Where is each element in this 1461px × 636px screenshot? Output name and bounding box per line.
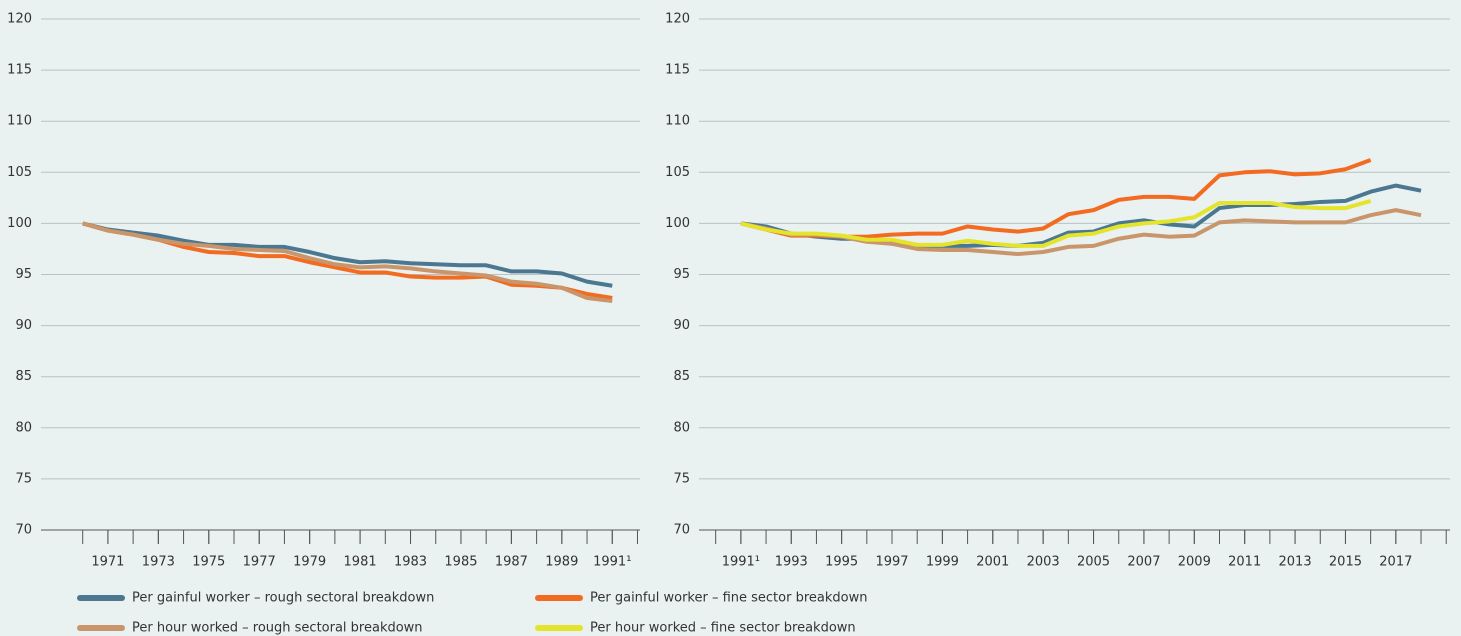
legend-label: Per hour worked – fine sector breakdown <box>590 621 856 636</box>
x-tick-label: 1991¹ <box>722 555 760 570</box>
x-tick-label: 2005 <box>1077 555 1110 570</box>
x-tick-label: 1981 <box>344 555 377 570</box>
y-tick-label: 110 <box>7 114 32 129</box>
y-tick-label: 80 <box>15 420 32 435</box>
series-line <box>740 158 1372 239</box>
y-tick-label: 120 <box>7 12 32 27</box>
y-tick-label: 95 <box>673 267 690 282</box>
series-line <box>740 198 1372 248</box>
y-tick-label: 90 <box>673 318 690 333</box>
x-tick-label: 1993 <box>775 555 808 570</box>
x-tick-label: 1985 <box>444 555 477 570</box>
y-tick-label: 115 <box>7 63 32 78</box>
x-tick-label: 1999 <box>926 555 959 570</box>
y-tick-label: 105 <box>665 165 690 180</box>
x-tick-label: 2009 <box>1178 555 1211 570</box>
x-tick-label: 2007 <box>1127 555 1160 570</box>
x-tick-label: 2001 <box>976 555 1009 570</box>
y-tick-label: 90 <box>15 318 32 333</box>
y-tick-label: 95 <box>15 267 32 282</box>
y-tick-label: 80 <box>673 420 690 435</box>
x-tick-label: 1983 <box>394 555 427 570</box>
x-tick-label: 1973 <box>142 555 175 570</box>
x-tick-label: 2013 <box>1279 555 1312 570</box>
y-tick-label: 120 <box>665 12 690 27</box>
y-tick-label: 110 <box>665 114 690 129</box>
legend-label: Per gainful worker – fine sector breakdo… <box>590 591 867 606</box>
y-tick-label: 85 <box>673 369 690 384</box>
x-tick-label: 1979 <box>293 555 326 570</box>
series-line <box>82 221 613 288</box>
y-tick-label: 100 <box>665 216 690 231</box>
y-tick-label: 85 <box>15 369 32 384</box>
y-tick-label: 115 <box>665 63 690 78</box>
y-tick-label: 75 <box>673 471 690 486</box>
x-tick-label: 1977 <box>243 555 276 570</box>
x-tick-label: 1987 <box>495 555 528 570</box>
series-line <box>82 221 613 304</box>
legend-label: Per hour worked – rough sectoral breakdo… <box>132 621 423 636</box>
x-tick-label: 2003 <box>1027 555 1060 570</box>
x-tick-label: 1997 <box>875 555 908 570</box>
y-tick-label: 75 <box>15 471 32 486</box>
x-tick-label: 1995 <box>825 555 858 570</box>
x-tick-label: 2015 <box>1329 555 1362 570</box>
x-tick-label: 1971 <box>91 555 124 570</box>
x-tick-label: 2017 <box>1379 555 1412 570</box>
y-tick-label: 70 <box>15 523 32 538</box>
y-tick-label: 100 <box>7 216 32 231</box>
x-tick-label: 1991¹ <box>593 555 631 570</box>
x-tick-label: 1975 <box>192 555 225 570</box>
y-tick-label: 70 <box>673 523 690 538</box>
x-tick-label: 2011 <box>1228 555 1261 570</box>
y-tick-label: 105 <box>7 165 32 180</box>
legend-label: Per gainful worker – rough sectoral brea… <box>132 591 434 606</box>
x-tick-label: 1989 <box>545 555 578 570</box>
